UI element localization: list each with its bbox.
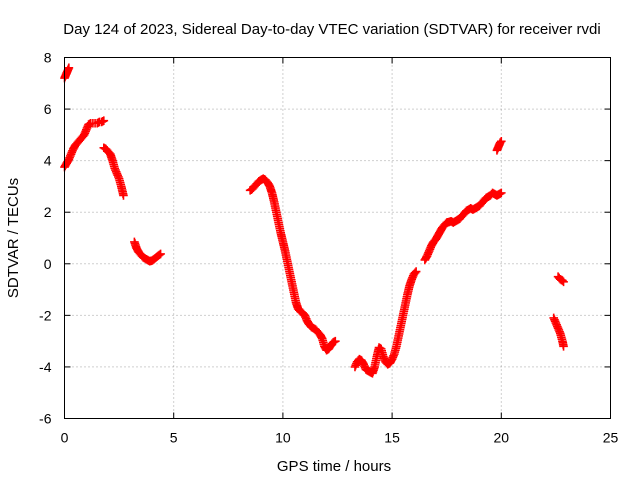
- data-point: [497, 137, 506, 146]
- data-point: [64, 63, 74, 73]
- y-tick-label: 4: [44, 153, 52, 169]
- data-point: [558, 276, 567, 285]
- x-tick-label: 10: [275, 430, 291, 446]
- x-tick-label: 25: [603, 430, 619, 446]
- data-point: [119, 191, 128, 200]
- grid-lines: [64, 57, 611, 419]
- y-tick-label: -6: [39, 411, 52, 427]
- x-axis-label: GPS time / hours: [277, 458, 391, 475]
- y-tick-label: -2: [39, 307, 52, 323]
- y-tick-label: 0: [44, 256, 52, 272]
- y-tick-label: 8: [44, 50, 52, 66]
- data-point: [559, 342, 568, 351]
- y-tick-label: 6: [44, 101, 52, 117]
- data-point: [411, 267, 421, 276]
- x-tick-label: 0: [61, 430, 69, 446]
- data-point: [99, 116, 109, 125]
- data-point: [559, 277, 568, 287]
- y-axis-label: SDTVAR / TECUs: [5, 178, 22, 298]
- x-tick-label: 15: [384, 430, 400, 446]
- x-tick-label: 20: [494, 430, 510, 446]
- x-tick-label: 5: [170, 430, 178, 446]
- data-point: [495, 138, 505, 147]
- data-point: [156, 249, 165, 259]
- data-point: [410, 268, 420, 278]
- data-points: [60, 63, 568, 378]
- plot-frame: [64, 57, 611, 419]
- y-tick-label: 2: [44, 204, 52, 220]
- data-point: [497, 188, 506, 198]
- chart-title: Day 124 of 2023, Sidereal Day-to-day VTE…: [63, 21, 600, 38]
- y-tick-label: -4: [39, 359, 52, 375]
- data-point: [331, 336, 340, 346]
